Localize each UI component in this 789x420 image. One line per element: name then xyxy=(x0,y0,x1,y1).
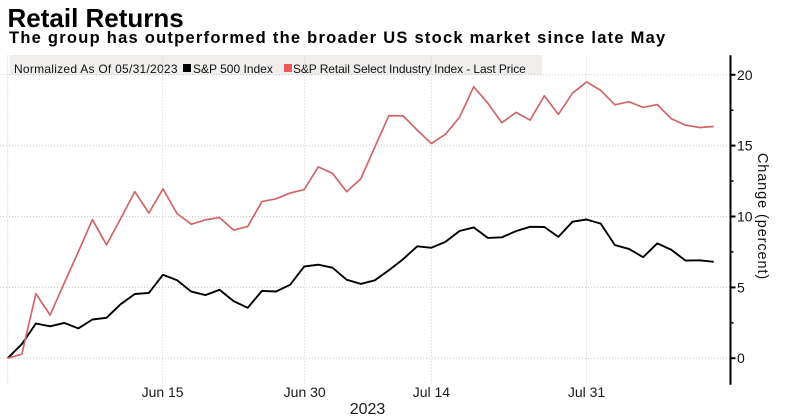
svg-text:Jul 31: Jul 31 xyxy=(568,384,606,400)
svg-text:Change (percent): Change (percent) xyxy=(754,153,770,280)
svg-text:2023: 2023 xyxy=(350,401,386,418)
svg-text:5: 5 xyxy=(737,279,745,295)
svg-text:15: 15 xyxy=(737,138,753,154)
svg-text:10: 10 xyxy=(737,209,753,225)
svg-text:0: 0 xyxy=(737,350,745,366)
svg-text:Jun 30: Jun 30 xyxy=(284,384,326,400)
svg-text:Jul 14: Jul 14 xyxy=(413,384,451,400)
svg-text:Jun 15: Jun 15 xyxy=(142,384,184,400)
svg-text:20: 20 xyxy=(737,67,753,83)
